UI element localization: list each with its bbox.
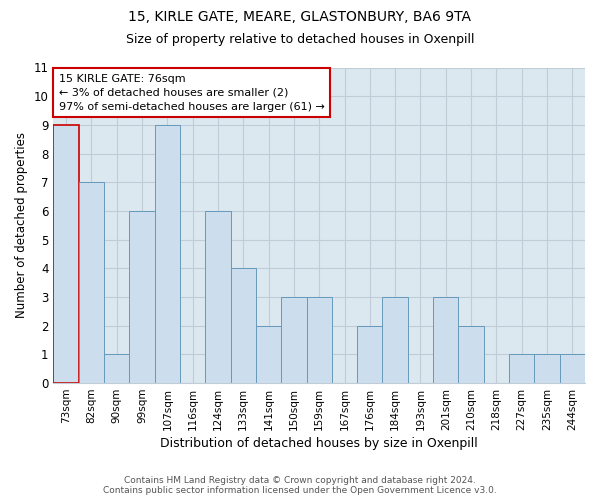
Bar [509,354,535,383]
Bar [53,125,79,383]
Bar [256,326,281,383]
Text: Size of property relative to detached houses in Oxenpill: Size of property relative to detached ho… [126,32,474,46]
Bar [205,211,230,383]
Bar [104,354,130,383]
Text: 15, KIRLE GATE, MEARE, GLASTONBURY, BA6 9TA: 15, KIRLE GATE, MEARE, GLASTONBURY, BA6 … [128,10,472,24]
Bar [433,297,458,383]
Bar [281,297,307,383]
Bar [155,125,180,383]
Bar [382,297,408,383]
Bar [307,297,332,383]
Bar [357,326,382,383]
X-axis label: Distribution of detached houses by size in Oxenpill: Distribution of detached houses by size … [160,437,478,450]
Y-axis label: Number of detached properties: Number of detached properties [15,132,28,318]
Text: Contains HM Land Registry data © Crown copyright and database right 2024.
Contai: Contains HM Land Registry data © Crown c… [103,476,497,495]
Bar [230,268,256,383]
Bar [560,354,585,383]
Bar [458,326,484,383]
Bar [535,354,560,383]
Text: 15 KIRLE GATE: 76sqm
← 3% of detached houses are smaller (2)
97% of semi-detache: 15 KIRLE GATE: 76sqm ← 3% of detached ho… [59,74,325,112]
Bar [79,182,104,383]
Bar [130,211,155,383]
